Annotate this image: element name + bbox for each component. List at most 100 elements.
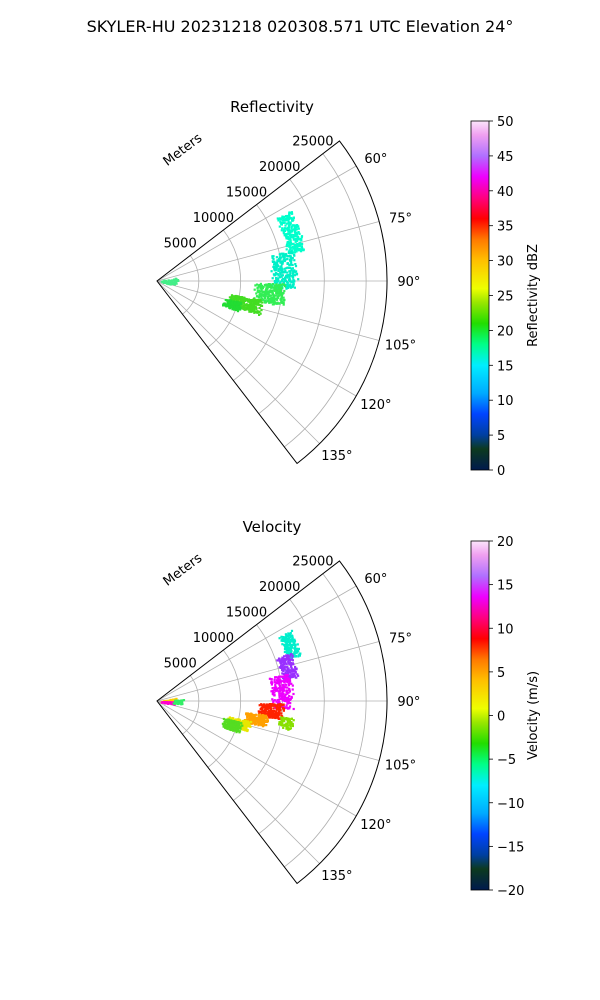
echo-point xyxy=(282,703,285,706)
echo-point xyxy=(289,217,293,220)
echo-point xyxy=(280,723,283,726)
colorbar-tick-label: 20 xyxy=(497,324,514,339)
echo-point xyxy=(261,293,265,296)
echo-point xyxy=(254,303,257,306)
echo-point xyxy=(290,225,293,228)
echo-point xyxy=(259,312,262,315)
echo-point xyxy=(267,291,270,294)
echo-point xyxy=(280,221,283,225)
echo-point xyxy=(273,689,276,692)
echo-point xyxy=(224,298,227,302)
echo-point xyxy=(173,701,177,704)
echo-point xyxy=(276,688,279,691)
echo-point xyxy=(246,723,249,726)
echo-point xyxy=(278,292,281,295)
echo-point xyxy=(266,717,269,720)
echo-point xyxy=(278,253,281,256)
echo-point xyxy=(175,277,178,281)
echo-point xyxy=(274,285,277,288)
echo-point xyxy=(282,277,285,280)
echo-point xyxy=(286,680,289,683)
echo-point xyxy=(170,279,173,282)
echo-point xyxy=(282,695,285,698)
echo-point xyxy=(291,236,294,239)
echo-point xyxy=(276,296,280,299)
echo-point xyxy=(278,695,281,699)
echo-point xyxy=(170,699,173,702)
echo-point xyxy=(281,693,285,696)
echo-point xyxy=(271,698,274,701)
echo-point xyxy=(237,306,240,309)
echo-point xyxy=(287,661,290,664)
echo-point xyxy=(247,299,250,302)
echo-point xyxy=(232,727,235,731)
echo-point xyxy=(274,294,277,297)
panel-title: Velocity xyxy=(243,518,302,536)
echo-point xyxy=(283,667,286,670)
echo-point xyxy=(275,261,278,264)
echo-point xyxy=(291,636,294,639)
echo-point xyxy=(282,669,285,672)
echo-point xyxy=(292,278,295,282)
echo-point xyxy=(282,709,285,712)
echo-point xyxy=(281,722,284,725)
echo-point xyxy=(264,705,267,708)
echo-point xyxy=(294,224,297,227)
echo-point xyxy=(297,674,300,677)
echo-point xyxy=(258,713,261,716)
echo-point xyxy=(285,233,288,236)
echo-point xyxy=(293,642,296,645)
echo-point xyxy=(286,228,289,231)
echo-point xyxy=(282,253,285,256)
echo-point xyxy=(294,643,297,646)
echo-point xyxy=(295,270,298,273)
echo-point xyxy=(298,232,301,235)
echo-point xyxy=(289,248,292,251)
echo-point xyxy=(277,698,280,701)
echo-point xyxy=(279,298,282,301)
echo-point xyxy=(255,718,258,721)
echo-point xyxy=(282,705,285,708)
echo-point xyxy=(295,244,298,248)
echo-point xyxy=(292,216,295,219)
echo-point xyxy=(282,726,285,729)
echo-point xyxy=(267,710,270,713)
echo-point xyxy=(232,300,235,303)
echo-point xyxy=(263,293,266,297)
echo-point xyxy=(284,674,287,677)
echo-point xyxy=(286,214,289,218)
echo-point xyxy=(230,306,234,309)
echo-point xyxy=(268,285,271,288)
azimuth-tick-label: 120° xyxy=(360,398,391,413)
echo-point xyxy=(274,681,277,684)
echo-point xyxy=(250,714,253,718)
echo-point xyxy=(273,280,276,283)
echo-point xyxy=(271,715,274,718)
echo-point xyxy=(229,299,232,302)
radial-grid-arc xyxy=(258,178,325,415)
echo-point xyxy=(292,283,295,286)
echo-point xyxy=(222,725,225,728)
echo-point xyxy=(263,292,266,295)
azimuth-tick-label: 105° xyxy=(385,339,416,354)
echo-point xyxy=(281,669,284,672)
echo-point xyxy=(265,283,268,286)
reflectivity-panel: Reflectivity 5000 10000 15000 20000 25000 Mete… xyxy=(156,98,541,479)
echo-point xyxy=(282,716,285,719)
echo-point xyxy=(251,718,254,721)
colorbar-tick-label: 25 xyxy=(497,290,514,305)
radial-tick-label: 10000 xyxy=(193,211,234,226)
echo-point xyxy=(253,307,256,310)
echo-point xyxy=(273,265,276,269)
echo-point xyxy=(257,723,260,726)
echo-point xyxy=(281,683,284,687)
echo-point xyxy=(295,232,298,235)
echo-point xyxy=(279,686,282,689)
echo-point xyxy=(288,273,292,276)
echo-point xyxy=(288,266,291,270)
echo-point xyxy=(237,295,240,298)
echo-point xyxy=(258,289,261,292)
echo-point xyxy=(280,252,283,255)
echo-point xyxy=(234,294,237,298)
